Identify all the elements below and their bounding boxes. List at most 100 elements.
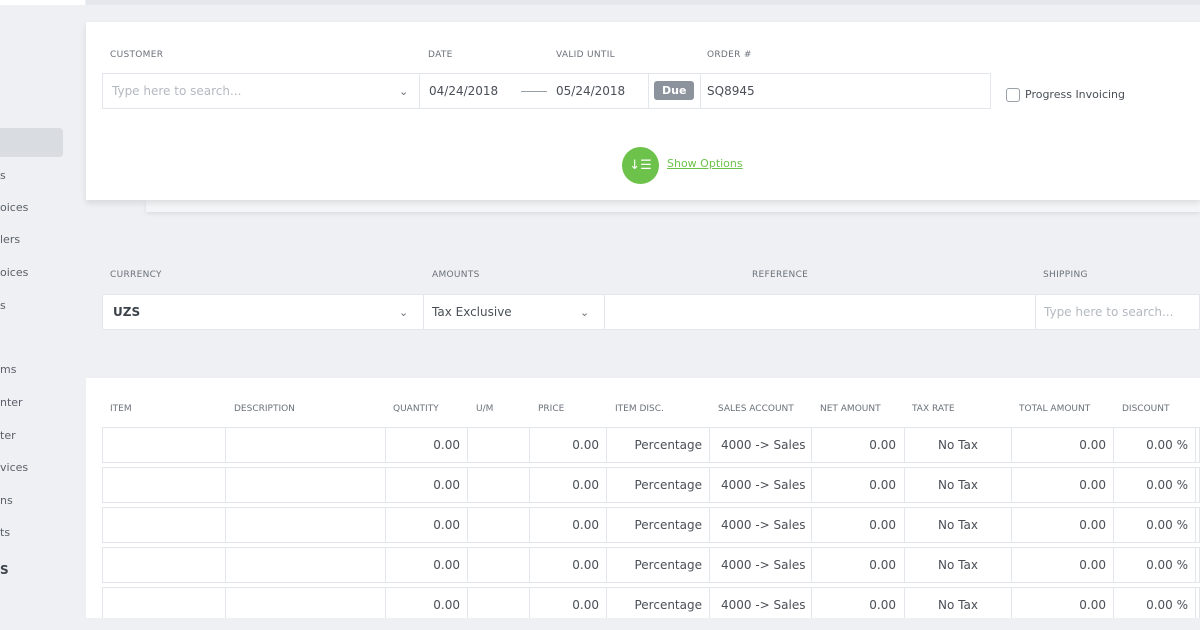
sidebar: s oices lers oices s ms nter ter vices n… xyxy=(0,0,85,630)
total-amount-cell: 0.00 xyxy=(1079,558,1106,572)
sidebar-item[interactable]: s xyxy=(0,299,6,312)
column-header-discount: DISCOUNT xyxy=(1122,404,1170,414)
table-row[interactable]: 0.00 0.00 Percentage 4000 -> Sales 0.00 … xyxy=(102,587,1200,623)
progress-invoicing-label: Progress Invoicing xyxy=(1025,88,1126,101)
sales-account-cell[interactable]: 4000 -> Sales xyxy=(721,438,806,452)
sidebar-item[interactable]: ter xyxy=(0,429,16,442)
sidebar-item[interactable]: ns xyxy=(0,494,13,507)
order-number-field[interactable]: SQ8945 xyxy=(707,84,755,98)
sales-account-cell[interactable]: 4000 -> Sales xyxy=(721,478,806,492)
net-amount-cell: 0.00 xyxy=(869,478,896,492)
column-header-total-amount: TOTAL AMOUNT xyxy=(1019,404,1091,414)
field-divider xyxy=(419,74,420,108)
discount-cell[interactable]: 0.00 % xyxy=(1146,558,1188,572)
field-divider xyxy=(1035,295,1036,329)
currency-label: CURRENCY xyxy=(110,270,162,280)
quantity-cell[interactable]: 0.00 xyxy=(433,558,460,572)
quantity-cell[interactable]: 0.00 xyxy=(433,518,460,532)
chevron-down-icon[interactable]: ⌄ xyxy=(399,305,409,319)
sidebar-item[interactable]: nter xyxy=(0,396,23,409)
reference-label: REFERENCE xyxy=(752,270,809,280)
amounts-select[interactable]: Tax Exclusive xyxy=(432,305,512,319)
card-shadow-layer xyxy=(146,200,1200,212)
amounts-label: AMOUNTS xyxy=(432,270,480,280)
shipping-label: SHIPPING xyxy=(1043,270,1088,280)
sidebar-item[interactable]: s xyxy=(0,169,6,182)
quantity-cell[interactable]: 0.00 xyxy=(433,478,460,492)
column-header-net-amount: NET AMOUNT xyxy=(820,404,881,414)
price-cell[interactable]: 0.00 xyxy=(572,518,599,532)
tax-rate-cell[interactable]: No Tax xyxy=(938,518,978,532)
column-header-sales-account: SALES ACCOUNT xyxy=(718,404,794,414)
quantity-cell[interactable]: 0.00 xyxy=(433,438,460,452)
sidebar-logo-strip xyxy=(0,0,85,5)
price-cell[interactable]: 0.00 xyxy=(572,598,599,612)
show-options-icon[interactable]: ↓☰ xyxy=(622,147,659,184)
table-row[interactable]: 0.00 0.00 Percentage 4000 -> Sales 0.00 … xyxy=(102,427,1200,463)
net-amount-cell: 0.00 xyxy=(869,558,896,572)
tax-rate-cell[interactable]: No Tax xyxy=(938,598,978,612)
date-label: DATE xyxy=(428,50,453,60)
price-cell[interactable]: 0.00 xyxy=(572,558,599,572)
date-field[interactable]: 04/24/2018 xyxy=(429,84,499,98)
sidebar-item[interactable]: ms xyxy=(0,363,17,376)
shipping-search-input[interactable]: Type here to search... xyxy=(1044,305,1174,319)
valid-until-field[interactable]: 05/24/2018 xyxy=(556,84,626,98)
discount-cell[interactable]: 0.00 % xyxy=(1146,598,1188,612)
due-badge[interactable]: Due xyxy=(654,81,695,100)
field-divider xyxy=(604,295,605,329)
table-row[interactable]: 0.00 0.00 Percentage 4000 -> Sales 0.00 … xyxy=(102,467,1200,503)
field-divider xyxy=(423,295,424,329)
tax-rate-cell[interactable]: No Tax xyxy=(938,478,978,492)
sidebar-item[interactable]: S xyxy=(0,563,9,577)
table-row[interactable]: 0.00 0.00 Percentage 4000 -> Sales 0.00 … xyxy=(102,507,1200,543)
sidebar-item[interactable]: vices xyxy=(0,461,29,474)
discount-cell[interactable]: 0.00 % xyxy=(1146,518,1188,532)
discount-cell[interactable]: 0.00 % xyxy=(1146,478,1188,492)
sidebar-active-item[interactable] xyxy=(0,128,63,157)
tax-rate-cell[interactable]: No Tax xyxy=(938,558,978,572)
net-amount-cell: 0.00 xyxy=(869,518,896,532)
reference-input[interactable] xyxy=(613,295,1033,329)
header-fields-row: Type here to search... ⌄ 04/24/2018 05/2… xyxy=(102,73,991,109)
tax-rate-cell[interactable]: No Tax xyxy=(938,438,978,452)
progress-invoicing-checkbox[interactable] xyxy=(1006,88,1020,102)
chevron-down-icon[interactable]: ⌄ xyxy=(399,84,409,98)
column-header-price: PRICE xyxy=(538,404,565,414)
item-disc-cell[interactable]: Percentage xyxy=(634,518,702,532)
sidebar-item[interactable]: oices xyxy=(0,266,29,279)
date-range-dash xyxy=(521,91,547,92)
item-disc-cell[interactable]: Percentage xyxy=(634,478,702,492)
show-options-link[interactable]: Show Options xyxy=(667,157,743,170)
column-header-item: ITEM xyxy=(110,404,132,414)
total-amount-cell: 0.00 xyxy=(1079,438,1106,452)
price-cell[interactable]: 0.00 xyxy=(572,438,599,452)
sidebar-item[interactable]: oices xyxy=(0,201,29,214)
quantity-cell[interactable]: 0.00 xyxy=(433,598,460,612)
valid-until-label: VALID UNTIL xyxy=(556,50,615,60)
column-header-description: DESCRIPTION xyxy=(234,404,295,414)
column-header-um: U/M xyxy=(476,404,494,414)
column-header-item-disc: ITEM DISC. xyxy=(615,404,664,414)
sales-account-cell[interactable]: 4000 -> Sales xyxy=(721,598,806,612)
discount-cell[interactable]: 0.00 % xyxy=(1146,438,1188,452)
price-cell[interactable]: 0.00 xyxy=(572,478,599,492)
column-header-tax-rate: TAX RATE xyxy=(912,404,955,414)
total-amount-cell: 0.00 xyxy=(1079,518,1106,532)
table-row[interactable]: 0.00 0.00 Percentage 4000 -> Sales 0.00 … xyxy=(102,547,1200,583)
sidebar-item[interactable]: lers xyxy=(0,233,21,246)
field-divider xyxy=(700,74,701,108)
item-disc-cell[interactable]: Percentage xyxy=(634,558,702,572)
sidebar-item[interactable]: ts xyxy=(0,526,11,539)
sales-account-cell[interactable]: 4000 -> Sales xyxy=(721,518,806,532)
net-amount-cell: 0.00 xyxy=(869,438,896,452)
customer-search-input[interactable]: Type here to search... xyxy=(112,84,242,98)
currency-select[interactable]: UZS xyxy=(113,305,141,319)
bottom-strip xyxy=(0,618,1200,630)
sales-account-cell[interactable]: 4000 -> Sales xyxy=(721,558,806,572)
item-disc-cell[interactable]: Percentage xyxy=(634,598,702,612)
net-amount-cell: 0.00 xyxy=(869,598,896,612)
item-disc-cell[interactable]: Percentage xyxy=(634,438,702,452)
chevron-down-icon[interactable]: ⌄ xyxy=(580,305,590,319)
column-header-quantity: QUANTITY xyxy=(393,404,439,414)
